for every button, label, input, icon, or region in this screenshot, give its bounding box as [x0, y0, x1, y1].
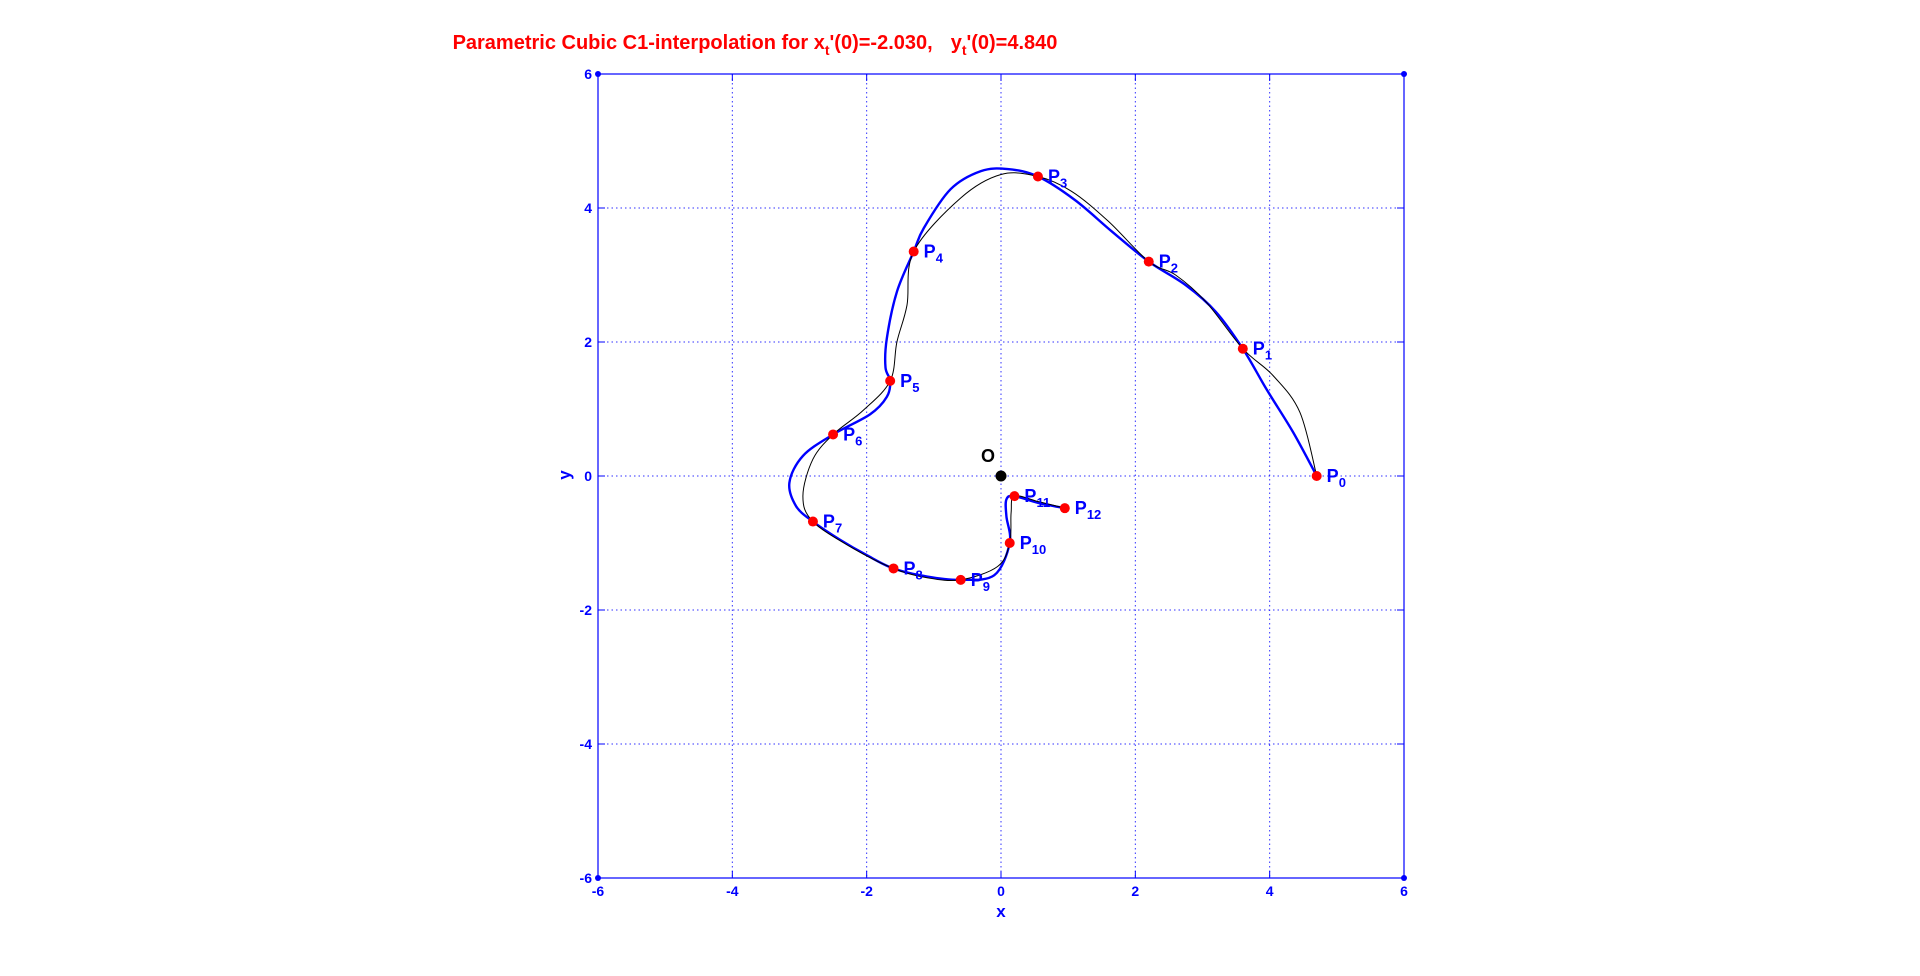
- data-point-p4: [908, 246, 919, 257]
- y-tick-label: 6: [584, 66, 592, 82]
- x-tick-label: 0: [997, 883, 1005, 899]
- point-label-p3: P3: [1048, 167, 1067, 191]
- data-point-p12: [1059, 503, 1070, 514]
- point-label-p1: P1: [1253, 339, 1272, 363]
- data-point-p2: [1143, 256, 1154, 267]
- title-x-value: '(0)=-2.030,: [830, 32, 933, 54]
- point-label-p0: P0: [1327, 466, 1346, 490]
- title-prefix: Parametric Cubic C1-interpolation for x: [453, 32, 825, 54]
- curves: [788, 167, 1318, 582]
- point-label-p11: P11: [1024, 486, 1050, 510]
- frame-corner-dot: [1401, 71, 1407, 77]
- axes: -6 -4 -2 0 2 4 6 -6 -4 -2 0 2 4 6: [580, 66, 1409, 899]
- y-tick-label: 4: [584, 200, 592, 216]
- data-point-p9: [955, 574, 966, 585]
- y-axis-label: y: [555, 470, 574, 480]
- frame-corner-dot: [595, 71, 601, 77]
- data-point-p1: [1237, 343, 1248, 354]
- x-tick-label: 2: [1131, 883, 1139, 899]
- point-label-p10: P10: [1020, 533, 1046, 557]
- data-points: [807, 171, 1322, 585]
- title-y-sub: t: [962, 42, 967, 58]
- origin-label: O: [981, 446, 995, 466]
- data-point-p8: [888, 563, 899, 574]
- point-label-p7: P7: [823, 512, 842, 536]
- data-point-p11: [1009, 491, 1020, 502]
- data-point-p3: [1032, 171, 1043, 182]
- point-label-p12: P12: [1075, 498, 1101, 522]
- x-tick-label: -4: [726, 883, 739, 899]
- title-y-var: y: [951, 32, 963, 54]
- frame-corner-dot: [595, 875, 601, 881]
- origin-point: [995, 470, 1007, 482]
- point-labels: P0 P1 P2 P3 P4 P5 P6 P7 P8 P9 P10 P11 P12 O: [823, 167, 1346, 594]
- x-tick-label: 6: [1400, 883, 1408, 899]
- reference-curve: [802, 172, 1318, 582]
- frame-corner-dot: [1401, 875, 1407, 881]
- x-tick-label: 4: [1266, 883, 1274, 899]
- x-tick-label: -2: [860, 883, 873, 899]
- title-x-sub: t: [825, 42, 830, 58]
- data-point-p10: [1004, 538, 1015, 548]
- point-label-p4: P4: [924, 242, 944, 266]
- point-label-p6: P6: [843, 424, 862, 448]
- point-label-p5: P5: [900, 371, 919, 395]
- x-tick-label: -6: [592, 883, 605, 899]
- y-tick-label: 2: [584, 334, 592, 350]
- title-y-value: '(0)=4.840: [966, 32, 1057, 54]
- interpolant-curve: [788, 167, 1318, 582]
- y-tick-label: -2: [580, 602, 593, 618]
- y-tick-label: 0: [584, 468, 592, 484]
- point-label-p8: P8: [904, 558, 923, 582]
- data-point-p7: [807, 516, 818, 527]
- data-point-p0: [1311, 471, 1322, 481]
- data-point-p5: [885, 375, 896, 386]
- point-label-p9: P9: [971, 570, 990, 594]
- x-axis-label: x: [996, 902, 1006, 921]
- point-label-p2: P2: [1159, 252, 1178, 276]
- data-point-p6: [828, 429, 839, 440]
- chart-title: Parametric Cubic C1-interpolation for xt…: [453, 32, 1058, 58]
- y-tick-label: -6: [580, 870, 593, 886]
- y-tick-label: -4: [580, 736, 593, 752]
